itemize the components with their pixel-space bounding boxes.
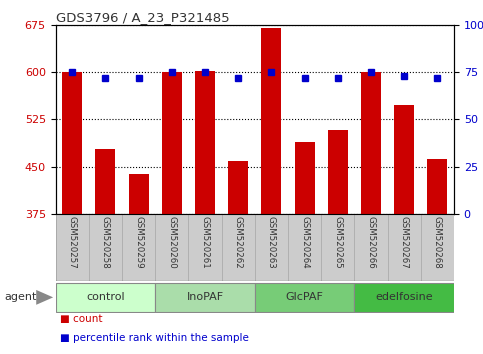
Bar — [355, 283, 454, 312]
Bar — [387, 214, 421, 281]
Bar — [328, 130, 348, 214]
Bar — [62, 72, 82, 214]
Text: edelfosine: edelfosine — [375, 292, 433, 302]
Bar — [155, 214, 188, 281]
Bar — [56, 283, 155, 312]
Polygon shape — [36, 290, 53, 305]
Text: GSM520264: GSM520264 — [300, 216, 309, 269]
Bar — [355, 214, 387, 281]
Bar — [394, 105, 414, 214]
Text: GSM520268: GSM520268 — [433, 216, 442, 269]
Bar — [188, 214, 222, 281]
Text: ■ percentile rank within the sample: ■ percentile rank within the sample — [60, 333, 249, 343]
Bar — [95, 149, 115, 214]
Text: GSM520262: GSM520262 — [234, 216, 242, 269]
Text: GSM520261: GSM520261 — [200, 216, 210, 269]
Bar — [255, 283, 355, 312]
Text: agent: agent — [5, 292, 37, 302]
Bar — [222, 214, 255, 281]
Bar — [56, 214, 89, 281]
Bar — [288, 214, 321, 281]
Text: InoPAF: InoPAF — [186, 292, 224, 302]
Text: GSM520259: GSM520259 — [134, 216, 143, 269]
Bar — [155, 283, 255, 312]
Bar — [195, 72, 215, 214]
Text: GSM520258: GSM520258 — [101, 216, 110, 269]
Bar — [295, 142, 314, 214]
Bar — [162, 72, 182, 214]
Text: control: control — [86, 292, 125, 302]
Text: GSM520266: GSM520266 — [367, 216, 375, 269]
Text: GSM520265: GSM520265 — [333, 216, 342, 269]
Bar — [261, 28, 281, 214]
Bar — [427, 159, 447, 214]
Bar — [421, 214, 454, 281]
Bar — [228, 160, 248, 214]
Text: GSM520263: GSM520263 — [267, 216, 276, 269]
Text: ■ count: ■ count — [60, 314, 103, 324]
Text: GDS3796 / A_23_P321485: GDS3796 / A_23_P321485 — [56, 11, 229, 24]
Text: GSM520260: GSM520260 — [167, 216, 176, 269]
Bar — [321, 214, 355, 281]
Text: GlcPAF: GlcPAF — [285, 292, 324, 302]
Text: GSM520257: GSM520257 — [68, 216, 77, 269]
Bar — [89, 214, 122, 281]
Bar — [361, 72, 381, 214]
Text: GSM520267: GSM520267 — [400, 216, 409, 269]
Bar — [128, 175, 149, 214]
Bar — [255, 214, 288, 281]
Bar — [122, 214, 155, 281]
